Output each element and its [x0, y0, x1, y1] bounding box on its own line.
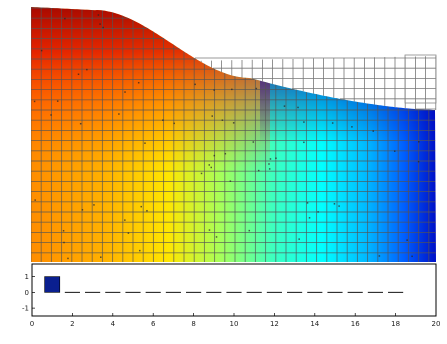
- x-tick-labels: 0 2 4 6 8 10 12 14 16 18 20: [30, 313, 441, 328]
- mesh-speck: [417, 160, 420, 163]
- mesh-speck: [317, 211, 319, 213]
- mesh-speck: [378, 255, 381, 257]
- x-tick-label: 6: [151, 320, 156, 328]
- mesh-speck: [124, 91, 126, 93]
- mesh-speck: [140, 205, 142, 208]
- mesh-speck: [194, 83, 196, 86]
- surface-plot: [31, 7, 437, 262]
- mesh-speck: [418, 140, 420, 143]
- mesh-speck: [50, 114, 52, 116]
- y-tick-label: -1: [22, 305, 29, 313]
- mesh-speck: [100, 256, 102, 258]
- x-tick-label: 12: [270, 320, 279, 328]
- mesh-speck: [268, 168, 271, 170]
- mesh-speck: [211, 115, 213, 117]
- mesh-speck: [79, 122, 82, 125]
- mesh-speck: [144, 142, 146, 144]
- mesh-speck: [275, 157, 277, 159]
- mesh-speck: [34, 199, 36, 201]
- mesh-speck: [102, 26, 104, 29]
- mesh-speck: [93, 204, 95, 206]
- mesh-speck: [297, 106, 299, 109]
- mesh-speck: [269, 158, 272, 160]
- bar-value: [44, 276, 61, 293]
- mesh-speck: [162, 119, 164, 121]
- x-tick-label: 20: [432, 320, 441, 328]
- mesh-speck: [173, 122, 175, 125]
- x-tick-label: 16: [351, 320, 360, 328]
- mesh-speck: [268, 163, 270, 165]
- mesh-speck: [213, 154, 216, 157]
- mesh-speck: [215, 236, 218, 238]
- mesh-speck: [298, 238, 300, 240]
- mesh-speck: [210, 166, 212, 169]
- x-tick-label: 2: [70, 320, 74, 328]
- y-tick-labels: 1 0 -1: [22, 273, 35, 313]
- mesh-speck: [221, 119, 224, 121]
- x-tick-label: 14: [310, 320, 319, 328]
- mesh-speck: [56, 100, 59, 102]
- mesh-speck: [306, 202, 309, 204]
- bar-axes: 10-1 0 2 4 6 8 10 12 14 16 18 20: [22, 263, 441, 328]
- mesh-speck: [406, 239, 408, 241]
- mesh-speck: [33, 100, 36, 103]
- mesh-speck: [393, 150, 396, 152]
- mesh-speck: [200, 172, 203, 175]
- mesh-speck: [67, 257, 69, 260]
- mesh-speck: [248, 229, 251, 232]
- mesh-speck: [81, 209, 84, 211]
- mesh-speck: [333, 203, 336, 205]
- y-tick-label: 0: [25, 289, 29, 297]
- bar-axes-frame: [31, 263, 437, 317]
- x-tick-label: 18: [391, 320, 400, 328]
- mesh-speck: [283, 105, 286, 107]
- mesh-speck: [64, 17, 66, 20]
- mesh-speck: [77, 73, 80, 76]
- x-tick-label: 8: [191, 320, 195, 328]
- mesh-speck: [208, 229, 211, 231]
- mesh-speck: [127, 232, 130, 234]
- mesh-speck: [208, 164, 210, 166]
- x-tick-label: 0: [30, 320, 34, 328]
- mesh-speck: [86, 68, 88, 71]
- mesh-speck: [213, 89, 215, 91]
- mesh-speck: [255, 87, 258, 90]
- mesh-speck: [146, 209, 148, 212]
- y-tick-label: 1: [25, 273, 29, 281]
- mesh-speck: [224, 152, 227, 155]
- mesh-speck: [137, 81, 140, 84]
- mesh-speck: [229, 180, 232, 182]
- mesh-speck: [411, 255, 413, 258]
- mesh-speck: [338, 205, 340, 207]
- mesh-speck: [62, 230, 65, 232]
- mesh-speck: [257, 169, 260, 172]
- bar-marks: [44, 276, 404, 293]
- mesh-speck: [63, 241, 65, 244]
- white-mesh-region: [195, 54, 437, 110]
- mesh-speck: [303, 121, 305, 123]
- mesh-speck: [99, 23, 101, 25]
- mesh-speck: [308, 217, 311, 219]
- mesh-speck: [139, 249, 141, 252]
- mesh-speck: [232, 122, 235, 124]
- mesh-speck: [124, 219, 126, 221]
- mesh-speck: [351, 126, 353, 128]
- mesh-speck: [303, 141, 305, 144]
- x-tick-label: 10: [230, 320, 239, 328]
- mesh-speck: [40, 49, 43, 52]
- mesh-speck: [231, 88, 233, 91]
- mesh-speck: [97, 14, 100, 16]
- surface-red-top: [31, 7, 270, 262]
- mesh-speck: [372, 130, 375, 132]
- x-tick-label: 4: [111, 320, 116, 328]
- white-mesh-frame: [404, 54, 437, 104]
- mesh-speck: [118, 113, 120, 115]
- mesh-speck: [252, 141, 255, 143]
- mesh-speck: [331, 122, 334, 124]
